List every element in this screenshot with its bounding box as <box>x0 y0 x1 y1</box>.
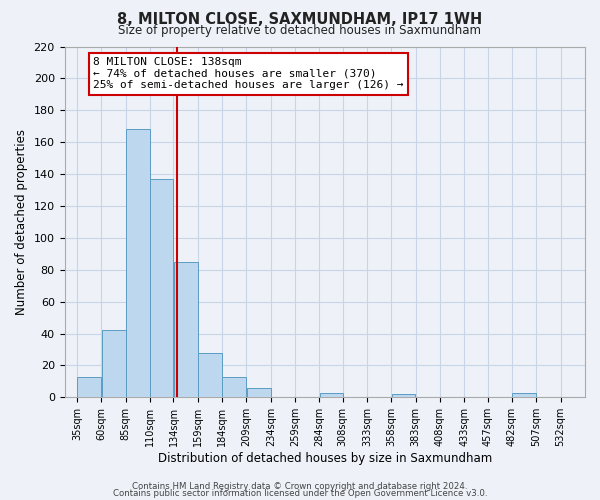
Bar <box>198 352 222 398</box>
Bar <box>320 392 343 398</box>
Text: Contains public sector information licensed under the Open Government Licence v3: Contains public sector information licen… <box>113 490 487 498</box>
Text: Contains HM Land Registry data © Crown copyright and database right 2024.: Contains HM Land Registry data © Crown c… <box>132 482 468 491</box>
Bar <box>247 388 271 398</box>
Bar <box>151 179 173 398</box>
Text: 8 MILTON CLOSE: 138sqm
← 74% of detached houses are smaller (370)
25% of semi-de: 8 MILTON CLOSE: 138sqm ← 74% of detached… <box>93 57 404 90</box>
Y-axis label: Number of detached properties: Number of detached properties <box>15 129 28 315</box>
Bar <box>174 262 197 398</box>
Bar <box>126 130 150 398</box>
Bar <box>392 394 415 398</box>
Bar <box>512 392 536 398</box>
Text: 8, MILTON CLOSE, SAXMUNDHAM, IP17 1WH: 8, MILTON CLOSE, SAXMUNDHAM, IP17 1WH <box>118 12 482 28</box>
Bar <box>223 376 246 398</box>
Bar <box>102 330 125 398</box>
Bar <box>77 376 101 398</box>
X-axis label: Distribution of detached houses by size in Saxmundham: Distribution of detached houses by size … <box>158 452 492 465</box>
Text: Size of property relative to detached houses in Saxmundham: Size of property relative to detached ho… <box>119 24 482 37</box>
